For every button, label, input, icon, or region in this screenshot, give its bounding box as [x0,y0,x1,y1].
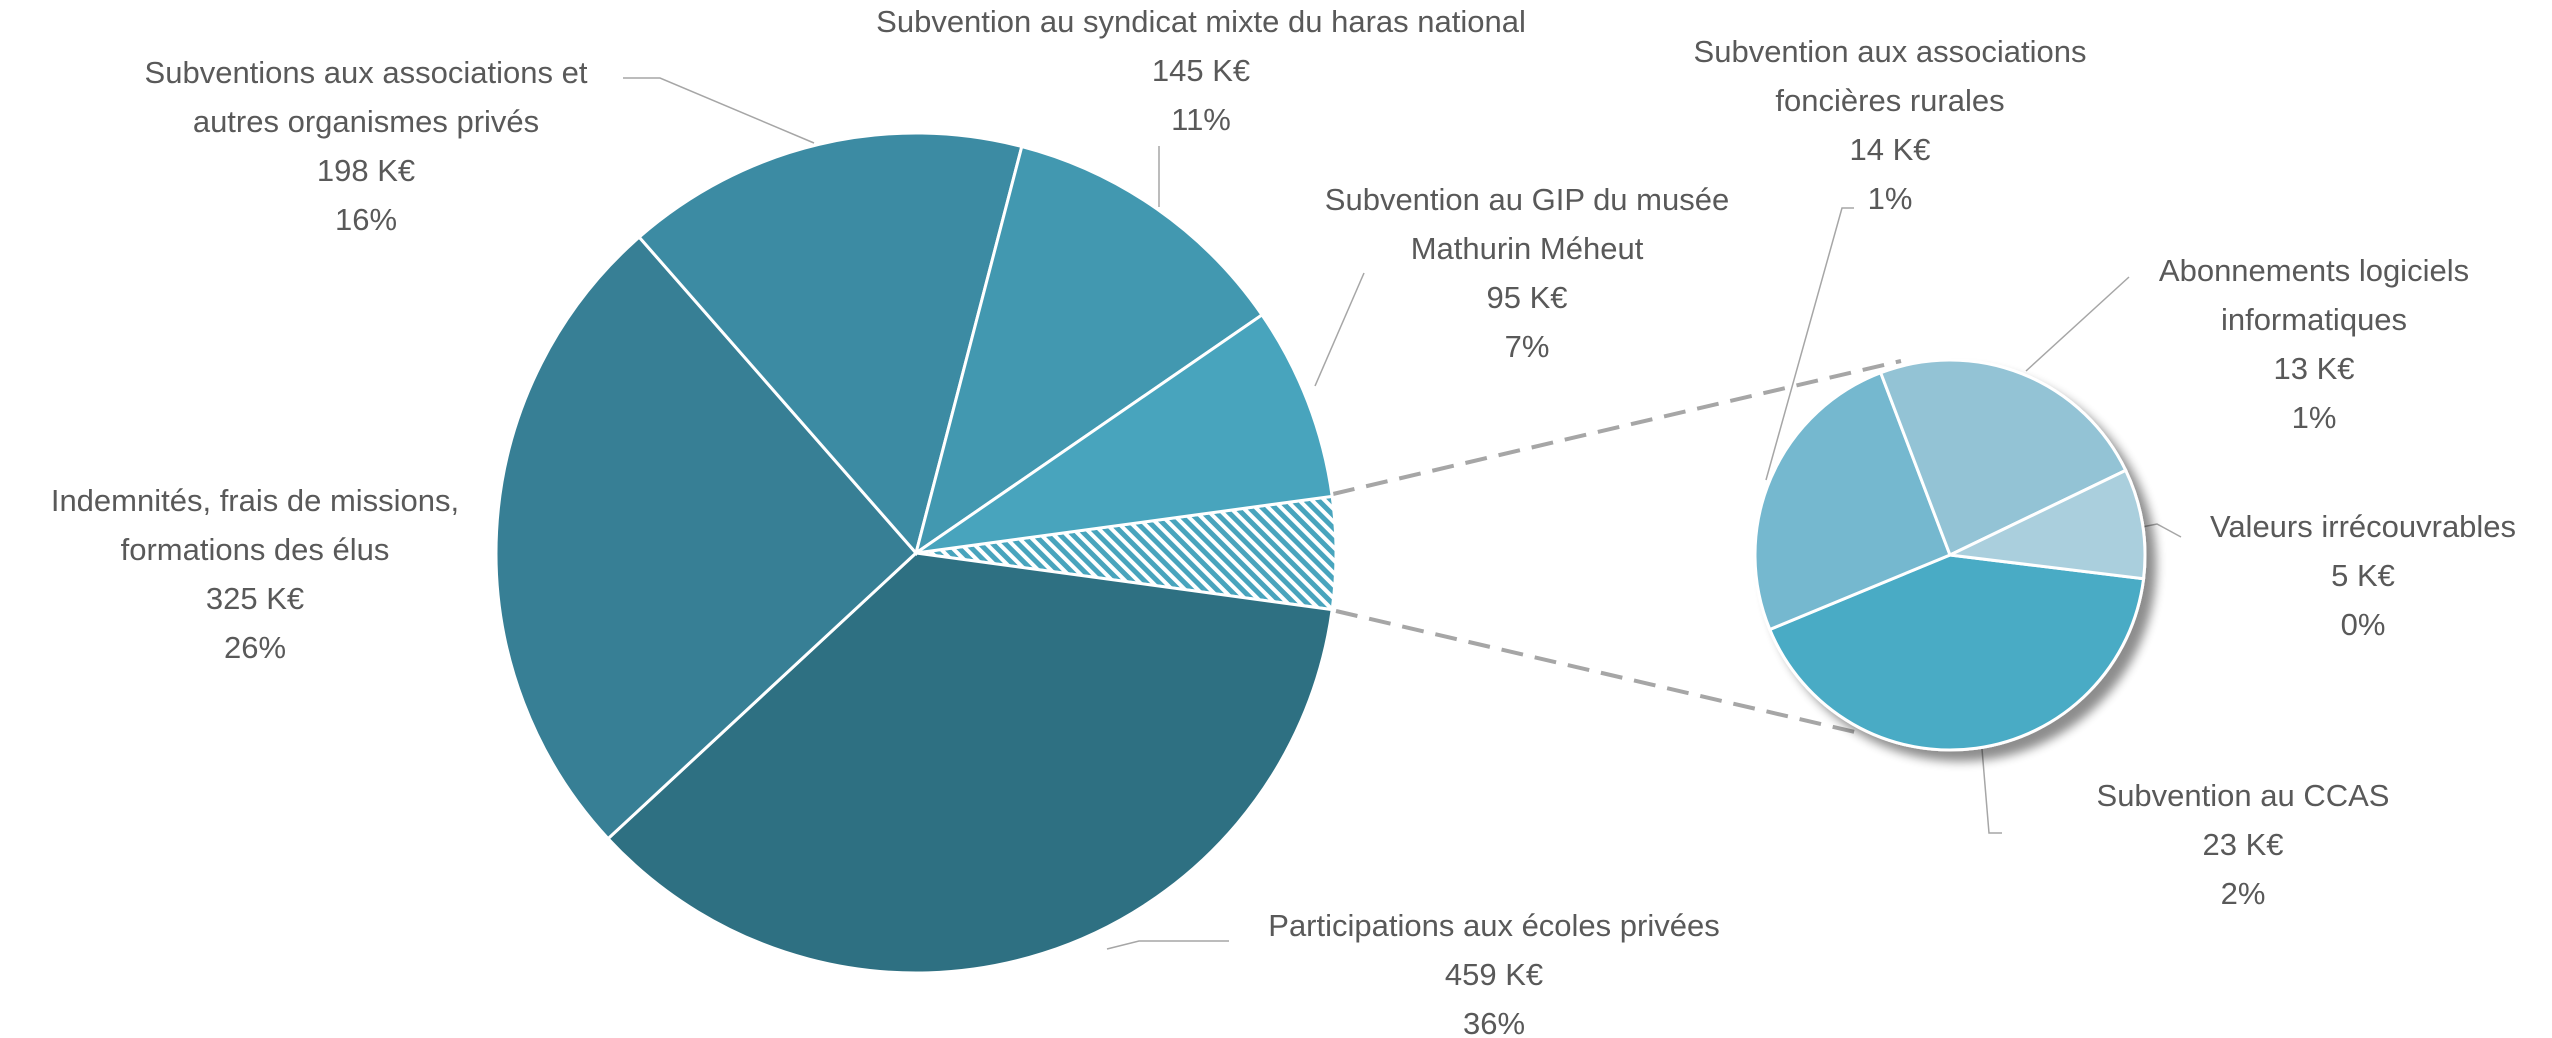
pie-slice [1944,468,2147,581]
value-label: 14 K€ [1849,132,1930,167]
pie-slice [637,131,1024,557]
slice-label: Indemnités, frais de missions, [51,483,459,518]
leader-line [623,77,815,144]
leader-lines [623,77,2182,950]
leader-line [1314,272,1365,387]
slice-label: informatiques [2221,302,2407,337]
slice-label: Subvention au GIP du musée [1325,182,1729,217]
value-label: 325 K€ [206,581,304,616]
slice-label: formations des élus [121,532,390,567]
pie [1753,358,2147,752]
slice-label: Subventions aux associations et [145,55,588,90]
percent-label: 36% [1463,1006,1525,1038]
pie-slice [1878,358,2128,558]
pie-slice [1767,553,2146,752]
value-label: 5 K€ [2331,558,2395,593]
percent-label: 16% [335,202,397,237]
leader-line [2141,523,2182,538]
value-label: 145 K€ [1152,53,1250,88]
slice-label: Valeurs irrécouvrables [2210,509,2516,544]
percent-label: 2% [2221,876,2266,911]
slice-label: Subvention au syndicat mixte du haras na… [876,4,1526,39]
slice-label: foncières rurales [1775,83,2004,118]
percent-label: 26% [224,630,286,665]
pie-slice [605,551,1334,975]
pie-slice [913,144,1265,557]
pie-slice [494,235,919,841]
value-label: 23 K€ [2202,827,2283,862]
pie-slice [915,312,1334,555]
pie-slice [1753,370,1952,632]
slice-label: Subvention aux associations [1694,34,2087,69]
percent-label: 7% [1505,329,1550,364]
slice-label: Participations aux écoles privées [1268,908,1719,943]
leader-line [1765,207,1854,481]
leader-line [1981,748,2002,834]
leader-line [1106,940,1229,950]
slice-label: Subvention au CCAS [2097,778,2390,813]
value-label: 13 K€ [2273,351,2354,386]
connector-line [1335,609,1856,734]
pie [494,131,1338,975]
percent-label: 11% [1171,102,1231,137]
percent-label: 1% [2292,400,2337,435]
percent-label: 0% [2341,607,2386,642]
connector-line [1332,359,1902,496]
slice-label: Mathurin Méheut [1411,231,1644,266]
percent-label: 1% [1868,181,1913,216]
slice-label: Abonnements logiciels [2159,253,2469,288]
value-label: 459 K€ [1445,957,1543,992]
value-label: 95 K€ [1486,280,1567,315]
value-label: 198 K€ [317,153,415,188]
leader-line [2025,276,2130,372]
slice-label: autres organismes privés [193,104,539,139]
